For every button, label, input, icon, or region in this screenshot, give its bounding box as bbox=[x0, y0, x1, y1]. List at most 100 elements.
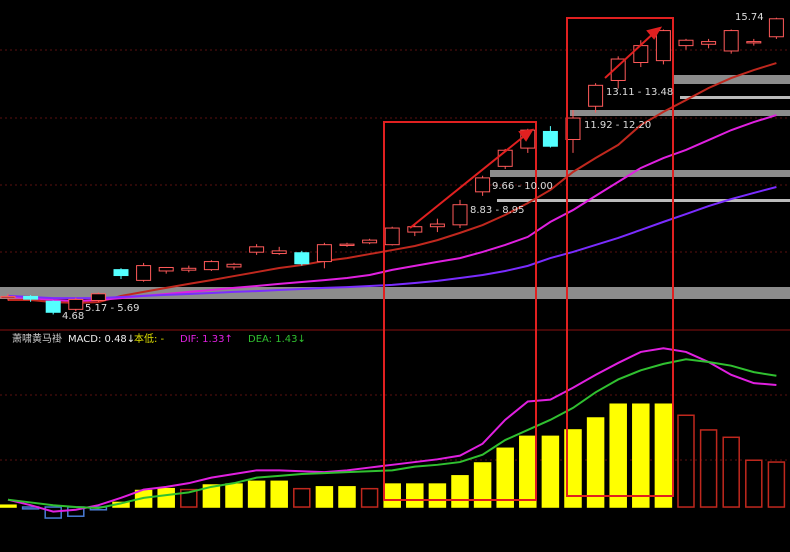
macd-bar bbox=[745, 459, 763, 508]
legend-item: MACD: 0.48↓ bbox=[68, 334, 135, 345]
macd-bar bbox=[360, 487, 379, 508]
legend-item: DEA: 1.43↓ bbox=[248, 334, 306, 345]
macd-bar bbox=[496, 447, 514, 508]
candle-body bbox=[452, 204, 468, 226]
candle-body bbox=[655, 30, 671, 62]
highlight-box bbox=[383, 121, 537, 501]
macd-bar bbox=[44, 506, 62, 519]
macd-bar bbox=[541, 435, 560, 508]
candle-body bbox=[429, 223, 445, 228]
candle-body bbox=[768, 18, 784, 38]
band bbox=[0, 287, 790, 299]
trend-arrow bbox=[409, 132, 529, 229]
candle-body bbox=[0, 295, 16, 299]
indicator-line bbox=[7, 347, 777, 513]
macd-bar bbox=[225, 483, 243, 508]
macd-bar bbox=[406, 483, 424, 508]
candle-body bbox=[701, 41, 717, 45]
support-bands bbox=[0, 75, 790, 299]
macd-bar bbox=[247, 480, 266, 508]
candle-body bbox=[181, 267, 197, 271]
macd-bar bbox=[677, 414, 695, 508]
macd-bar bbox=[270, 480, 288, 508]
macd-bar bbox=[338, 486, 356, 508]
candle-body bbox=[90, 293, 106, 301]
price-label: 11.92 - 12.20 bbox=[584, 120, 651, 131]
macd-bar bbox=[180, 488, 198, 508]
macd-bar bbox=[293, 487, 311, 508]
highlight-boxes bbox=[383, 17, 674, 501]
candle-body bbox=[475, 177, 491, 193]
indicator-line bbox=[7, 186, 777, 300]
candle-body bbox=[294, 252, 310, 265]
macd-bar bbox=[654, 403, 673, 508]
macd-bar bbox=[315, 486, 334, 508]
candle-body bbox=[158, 266, 174, 272]
legend-item: DIF: 1.33↑ bbox=[180, 334, 233, 345]
candle-body bbox=[339, 243, 355, 246]
macd-bar bbox=[473, 462, 492, 508]
arrow-head bbox=[646, 26, 663, 40]
price-label: 4.68 bbox=[62, 311, 84, 322]
band bbox=[672, 75, 790, 84]
candle-body bbox=[633, 45, 649, 64]
price-label: 15.74 bbox=[735, 12, 764, 23]
candle-body bbox=[45, 300, 61, 313]
candle-body bbox=[610, 58, 626, 81]
price-label: 9.66 - 10.00 bbox=[492, 181, 553, 192]
candle-body bbox=[384, 227, 400, 246]
highlight-box bbox=[566, 17, 674, 497]
macd-bar bbox=[767, 461, 786, 508]
candle-body bbox=[407, 226, 423, 233]
candle-body bbox=[203, 261, 219, 271]
candle-body bbox=[362, 239, 378, 244]
price-label: 8.83 - 8.95 bbox=[470, 205, 525, 216]
grid bbox=[0, 49, 790, 461]
macd-bar bbox=[609, 403, 627, 508]
macd-bar bbox=[0, 504, 17, 508]
macd-bar bbox=[451, 475, 469, 508]
macd-bar bbox=[202, 484, 221, 508]
band bbox=[680, 96, 790, 99]
candle-body bbox=[68, 298, 84, 310]
band bbox=[490, 170, 790, 177]
candle-body bbox=[316, 244, 332, 263]
candle-body bbox=[588, 84, 604, 107]
macd-bar bbox=[519, 435, 537, 508]
macd-bar bbox=[428, 483, 447, 508]
macd-bar bbox=[632, 403, 650, 508]
arrow-head bbox=[518, 128, 534, 142]
macd-bar bbox=[586, 417, 605, 508]
candle-body bbox=[249, 246, 265, 253]
macd-bar bbox=[699, 429, 718, 508]
marks bbox=[0, 17, 786, 519]
trend-arrow bbox=[604, 30, 657, 79]
band bbox=[570, 110, 790, 116]
indicator-line bbox=[7, 358, 777, 509]
indicator-line bbox=[8, 62, 777, 304]
macd-bar bbox=[564, 429, 582, 508]
candle-body bbox=[497, 149, 513, 167]
legend-item: 本低: - bbox=[134, 332, 165, 345]
band bbox=[497, 199, 790, 202]
candle-body bbox=[23, 295, 39, 300]
candle-body bbox=[226, 263, 242, 268]
macd-bar bbox=[722, 436, 740, 508]
price-label: 5.17 - 5.69 bbox=[85, 303, 140, 314]
candle-body bbox=[746, 41, 762, 44]
indicator-title: 萧啸黄马褂 bbox=[12, 332, 62, 345]
annotations: 15.74 13.11 - 13.48 11.92 - 12.20 9.66 -… bbox=[62, 12, 764, 322]
macd-bar bbox=[383, 483, 401, 508]
price-label: 13.11 - 13.48 bbox=[606, 87, 673, 98]
candle-body bbox=[565, 117, 581, 141]
candle-body bbox=[723, 30, 739, 52]
candle-body bbox=[113, 269, 129, 277]
candle-body bbox=[542, 130, 558, 147]
macd-bar bbox=[157, 487, 175, 508]
macd-header: 萧啸黄马褂 MACD: 0.48↓ 本低: - DIF: 1.33↑ DEA: … bbox=[12, 332, 306, 345]
candle-body bbox=[136, 265, 152, 281]
candle-body bbox=[271, 250, 287, 255]
candle-body bbox=[678, 39, 694, 47]
